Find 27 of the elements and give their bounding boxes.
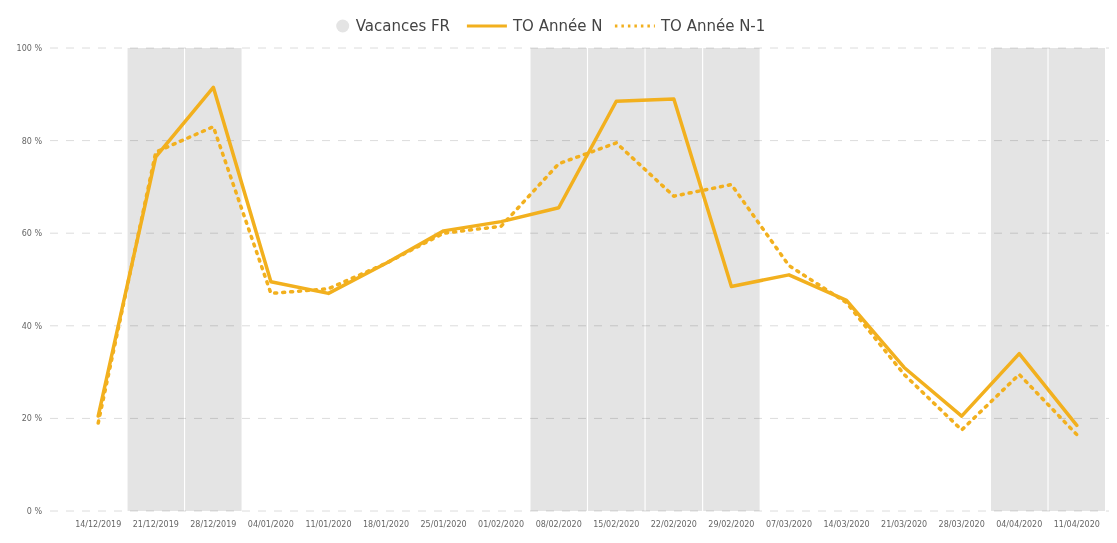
x-tick-label: 08/02/2020 bbox=[535, 520, 582, 529]
x-tick-label: 21/03/2020 bbox=[881, 520, 928, 529]
x-tick-label: 22/02/2020 bbox=[650, 520, 697, 529]
x-tick-label: 25/01/2020 bbox=[420, 520, 467, 529]
x-tick-label: 07/03/2020 bbox=[765, 520, 813, 529]
x-tick-label: 14/12/2019 bbox=[75, 520, 122, 529]
x-tick-label: 14/03/2020 bbox=[823, 520, 870, 529]
y-tick-label: 60 % bbox=[21, 229, 43, 239]
x-tick-label: 11/01/2020 bbox=[305, 520, 352, 529]
x-tick-label: 29/02/2020 bbox=[708, 520, 755, 529]
legend-label: TO Année N-1 bbox=[659, 17, 766, 35]
x-tick-label: 11/04/2020 bbox=[1053, 520, 1100, 529]
x-tick-label: 04/01/2020 bbox=[247, 520, 294, 529]
x-tick-label: 28/03/2020 bbox=[938, 520, 985, 529]
legend-label: TO Année N bbox=[511, 17, 603, 35]
legend-label: Vacances FR bbox=[355, 17, 451, 35]
x-tick-label: 28/12/2019 bbox=[190, 520, 237, 529]
y-tick-label: 40 % bbox=[21, 321, 43, 331]
y-tick-label: 0 % bbox=[26, 507, 43, 516]
x-tick-label: 15/02/2020 bbox=[593, 520, 640, 529]
x-tick-label: 21/12/2019 bbox=[132, 520, 179, 529]
x-tick-label: 01/02/2020 bbox=[478, 520, 525, 529]
x-tick-label: 18/01/2020 bbox=[362, 520, 410, 529]
y-tick-label: 100 % bbox=[16, 44, 43, 53]
y-tick-label: 80 % bbox=[21, 136, 43, 146]
x-tick-label: 04/04/2020 bbox=[996, 520, 1043, 529]
y-tick-label: 20 % bbox=[21, 414, 43, 424]
